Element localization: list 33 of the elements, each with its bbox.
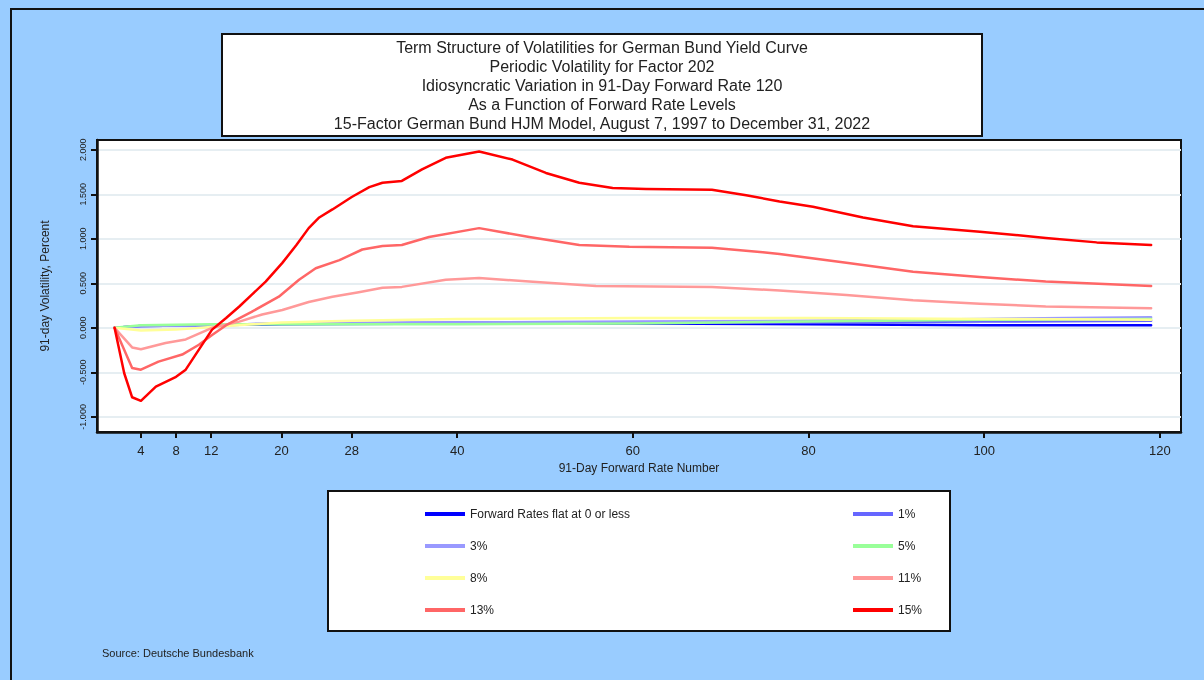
x-tick-label: 20: [274, 443, 289, 458]
x-axis-title: 91-Day Forward Rate Number: [558, 461, 720, 475]
x-tick-label: 28: [344, 443, 359, 458]
line-series: [113, 226, 1153, 371]
chart-subtitle: Periodic Volatility for Factor 202 Idiosyncratic Variation in 91-Day Forward Rate 120 As a Function of Forward Rate Levels 15-Factor German Bund HJM Model, August 7, 1997 to December 31, 2022: [333, 58, 871, 132]
y-tick-label: 1.500: [77, 183, 88, 206]
legend-label: Forward Rates flat at 0 or less: [470, 507, 631, 521]
y-tick-label: 0.000: [77, 316, 88, 340]
chart-title: Term Structure of Volatilities for German Bund Yield Curve: [396, 39, 808, 56]
x-tick-label: 60: [625, 443, 641, 458]
y-tick-label: 1.000: [77, 227, 88, 251]
y-axis-title: 91-day Volatility, Percent: [38, 219, 52, 352]
x-tick-label: 4: [137, 443, 145, 458]
x-tick-label: 40: [449, 443, 465, 458]
x-tick-label: 100: [973, 443, 996, 458]
legend-label: 3%: [470, 539, 488, 553]
source-note: Source: Deutsche Bundesbank: [102, 646, 255, 659]
legend-label: 11%: [898, 571, 922, 585]
x-tick-label: 120: [1149, 443, 1171, 458]
x-tick-label: 8: [172, 443, 180, 458]
line-series: [113, 276, 1153, 351]
y-tick-label: -1.000: [77, 404, 88, 430]
y-tick-label: 2.000: [77, 138, 88, 162]
x-tick-label: 80: [801, 443, 816, 458]
legend-label: 15%: [898, 603, 923, 617]
legend-label: 5%: [898, 539, 916, 553]
y-tick-label: -0.500: [77, 359, 88, 386]
legend-label: 8%: [470, 571, 488, 585]
legend-label: 13%: [470, 603, 495, 617]
x-tick-label: 12: [203, 443, 219, 458]
line-series: [113, 150, 1153, 403]
y-tick-label: 0.500: [77, 272, 88, 295]
legend-label: 1%: [898, 507, 916, 521]
